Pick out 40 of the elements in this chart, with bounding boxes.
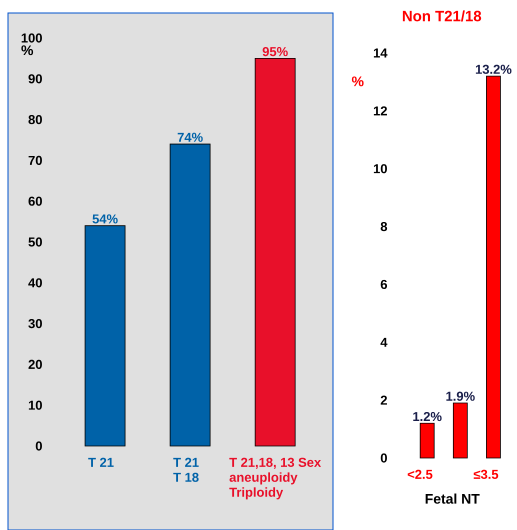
y-tick-label: 70 xyxy=(28,156,42,165)
y-axis-title: % xyxy=(352,76,364,86)
y-tick-label: 12 xyxy=(374,106,387,116)
y-tick-label: 90 xyxy=(28,74,42,84)
y-tick-label: 4 xyxy=(380,338,388,347)
y-tick-label: 40 xyxy=(28,278,42,288)
data-label: 54% xyxy=(92,214,118,224)
y-tick-label: 100 xyxy=(22,33,42,43)
data-label: 74% xyxy=(178,132,203,142)
y-tick-label: 6 xyxy=(380,280,388,290)
x-tick-label: ≤3.5 xyxy=(474,470,498,479)
data-label: 13.2% xyxy=(476,64,512,74)
bar xyxy=(84,225,126,446)
x-axis-title: Fetal NT xyxy=(426,494,480,504)
data-label: 1.9% xyxy=(446,392,475,401)
data-label: 95% xyxy=(262,47,288,56)
y-tick-label: 10 xyxy=(28,400,42,410)
bar xyxy=(420,422,435,458)
y-tick-label: 60 xyxy=(28,196,42,206)
bar xyxy=(452,402,468,458)
y-tick-label: 10 xyxy=(374,164,387,174)
x-tick-label: T 21 xyxy=(88,458,114,467)
x-tick-label: T 21,18, 13 Sex aneuploidy Triploidy xyxy=(229,458,322,500)
y-tick-label: 0 xyxy=(380,453,387,463)
bar xyxy=(170,144,211,446)
y-tick-label: 0 xyxy=(36,441,42,451)
chart-title: Non T21/18 xyxy=(402,10,482,22)
x-tick-label: T 21 T 18 xyxy=(173,458,199,482)
y-tick-label: 8 xyxy=(380,222,388,232)
y-tick-label: 14 xyxy=(374,48,388,58)
data-label: 1.2% xyxy=(413,412,442,422)
y-tick-label: 80 xyxy=(28,115,42,124)
bar xyxy=(254,58,296,446)
y-tick-label: 2 xyxy=(380,396,387,405)
y-tick-label: 20 xyxy=(28,360,42,369)
y-axis-title: % xyxy=(21,45,34,56)
y-tick-label: 50 xyxy=(28,237,42,247)
y-tick-label: 30 xyxy=(28,319,42,328)
bar xyxy=(486,76,501,458)
x-tick-label: <2.5 xyxy=(408,470,432,479)
